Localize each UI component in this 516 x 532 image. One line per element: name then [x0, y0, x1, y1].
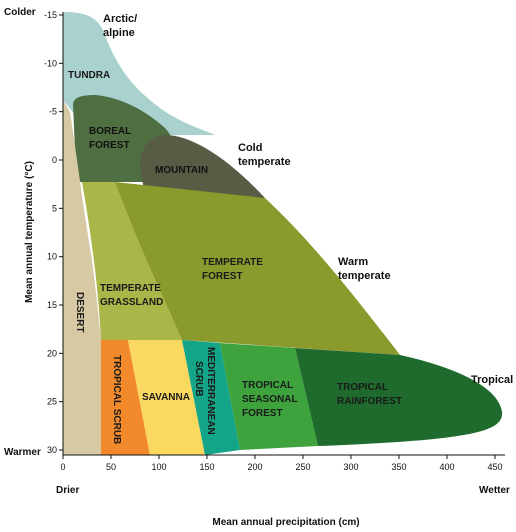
y-ticks: -15 -10 -5 0 5 10 15 20 25 30	[44, 10, 63, 455]
y-tick-label: -10	[44, 58, 57, 68]
y-tick-label: 25	[47, 397, 57, 407]
x-tick-label: 100	[151, 462, 166, 472]
x-tick-label: 350	[391, 462, 406, 472]
biome-tundra-label: TUNDRA	[68, 70, 110, 81]
x-ticks: 0 50 100 150 200 250 300 350 400 450	[60, 455, 503, 472]
x-tick-label: 250	[295, 462, 310, 472]
zone-warm-temperate-label: Warm temperate	[338, 256, 391, 282]
biome-temperate-forest-region	[115, 182, 400, 355]
y-tick-label: 20	[47, 348, 57, 358]
x-axis-title: Mean annual precipitation (cm)	[212, 517, 359, 528]
y-tick-label: 10	[47, 252, 57, 262]
biome-mountain-region	[140, 135, 265, 198]
x-tick-label: 400	[439, 462, 454, 472]
x-tick-label: 150	[199, 462, 214, 472]
biome-savanna-region	[128, 340, 205, 455]
drier-label: Drier	[56, 485, 79, 496]
x-tick-label: 50	[106, 462, 116, 472]
biome-tropical-rainforest-region	[295, 348, 503, 446]
colder-label: Colder	[4, 7, 36, 18]
biome-mediterranean-scrub-label: MEDITERRANEAN SCRUB	[193, 347, 216, 438]
x-tick-label: 200	[247, 462, 262, 472]
wetter-label: Wetter	[479, 485, 510, 496]
x-tick-label: 0	[60, 462, 65, 472]
biome-temperate-forest-label: TEMPERATE FOREST	[202, 257, 266, 282]
warmer-label: Warmer	[4, 447, 41, 458]
x-tick-label: 450	[487, 462, 502, 472]
biome-savanna-label: SAVANNA	[142, 392, 190, 403]
y-axis-title: Mean annual temperature (°C)	[24, 161, 35, 303]
biome-mediterranean-scrub-region	[182, 340, 240, 455]
biome-tropical-seasonal-forest-region	[220, 343, 318, 450]
biome-temperate-grassland-region	[82, 182, 182, 340]
biome-temperate-grassland-label: TEMPERATE GRASSLAND	[100, 283, 164, 308]
zone-cold-temperate-label: Cold temperate	[238, 142, 291, 168]
biome-tropical-scrub-region	[101, 340, 150, 455]
zone-tropical-label: Tropical	[471, 374, 513, 386]
biome-tropical-scrub-label: TROPICAL SCRUB	[111, 355, 122, 444]
biome-tropical-rainforest-label: TROPICAL RAINFOREST	[337, 382, 402, 407]
zone-arctic-alpine-label: Arctic/ alpine	[103, 13, 140, 39]
y-tick-label: 5	[52, 203, 57, 213]
y-tick-label: -5	[49, 107, 57, 117]
biome-mountain-label: MOUNTAIN	[155, 165, 208, 176]
y-tick-label: 15	[47, 300, 57, 310]
biome-boreal-forest-label: BOREAL FOREST	[89, 126, 134, 151]
x-tick-label: 300	[343, 462, 358, 472]
y-tick-label: -15	[44, 10, 57, 20]
biome-desert-label: DESERT	[74, 292, 85, 333]
y-tick-label: 30	[47, 445, 57, 455]
biome-desert-region	[63, 100, 101, 455]
biome-tropical-seasonal-forest-label: TROPICAL SEASONAL FOREST	[242, 380, 300, 419]
y-tick-label: 0	[52, 155, 57, 165]
